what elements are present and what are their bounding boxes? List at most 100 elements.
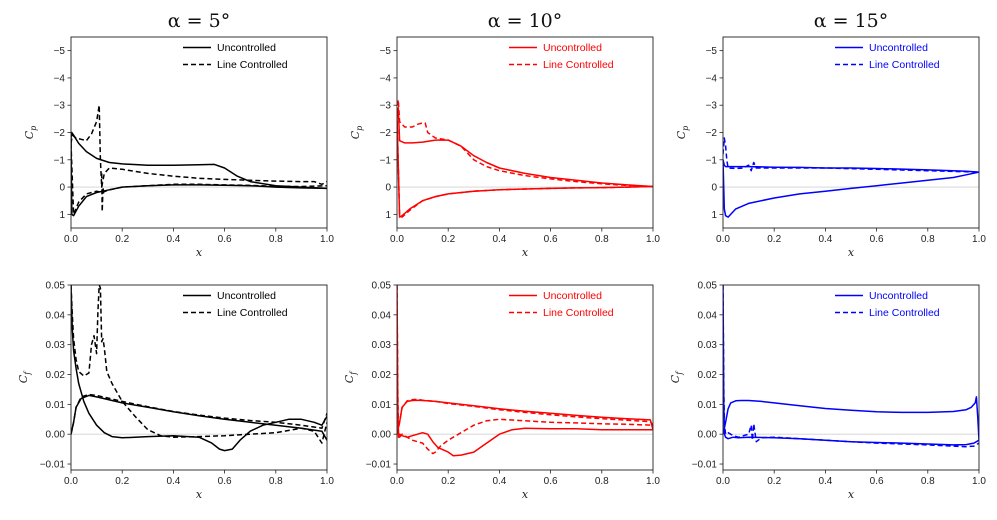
series-line-uncontrolled xyxy=(723,285,979,446)
x-tick-label: 0.2 xyxy=(441,234,455,245)
series-line-uncontrolled xyxy=(723,159,979,218)
axes-frame xyxy=(722,36,980,229)
series-line-line-controlled xyxy=(71,393,327,435)
y-tick-label: 0.03 xyxy=(372,340,392,351)
y-axis-label: Cp xyxy=(23,126,38,140)
y-axis-label: Cp xyxy=(675,126,690,140)
subplot-cf-alpha-15: 0.0 0.2 0.4 0.6 0.8 1.0 −0.01 0.00 0.01 0.02 0.03 0… xyxy=(669,281,986,502)
series-group xyxy=(397,285,653,457)
x-axis-label: x xyxy=(522,488,529,501)
x-tick-label: 0.4 xyxy=(818,476,832,487)
series-line-line-controlled xyxy=(397,99,653,188)
y-tick-label: −4 xyxy=(380,73,392,84)
y-tick-label: −3 xyxy=(54,101,66,112)
series-line-uncontrolled xyxy=(71,131,327,190)
series-group xyxy=(397,99,653,218)
series-line-line-controlled xyxy=(723,285,979,448)
y-tick-label: −1 xyxy=(380,155,392,166)
y-tick-label: −2 xyxy=(706,128,718,139)
x-tick-label: 0.2 xyxy=(115,476,129,487)
y-tick-label: 0.05 xyxy=(372,281,392,292)
x-tick-label: 1.0 xyxy=(972,476,986,487)
series-line-uncontrolled xyxy=(723,159,979,173)
legend: Uncontrolled Line Controlled xyxy=(509,290,614,319)
axes-frame xyxy=(396,284,654,471)
x-tick-label: 0.0 xyxy=(390,476,404,487)
x-tick-label: 0.6 xyxy=(870,476,884,487)
y-tick-label: 0.02 xyxy=(46,370,66,381)
subplot-cf-alpha-10: 0.0 0.2 0.4 0.6 0.8 1.0 −0.01 0.00 0.01 0.02 0.03 0… xyxy=(343,281,660,502)
series-line-uncontrolled xyxy=(71,394,327,441)
subplot-cf-alpha-5: 0.0 0.2 0.4 0.6 0.8 1.0 −0.01 0.00 0.01 0.02 0.03 0… xyxy=(17,281,334,502)
axes-frame xyxy=(70,36,328,229)
x-tick-label: 0.0 xyxy=(64,234,78,245)
y-tick-label: −0.01 xyxy=(366,460,392,471)
series-group xyxy=(71,104,327,217)
legend: Uncontrolled Line Controlled xyxy=(835,42,940,71)
x-tick-label: 0.2 xyxy=(115,234,129,245)
subplot-cp-alpha-5: 0.0 0.2 0.4 0.6 0.8 1.0 −5 −4 −3 −2 −1 0 1 x Cp Uncontr… xyxy=(23,36,334,259)
series-line-line-controlled xyxy=(397,285,653,455)
y-tick-label: −5 xyxy=(380,46,392,57)
y-tick-label: 0.00 xyxy=(698,430,718,441)
y-tick-label: 0 xyxy=(59,183,65,194)
y-tick-label: 0 xyxy=(711,183,717,194)
y-tick-label: −2 xyxy=(380,128,392,139)
y-axis-label: Cf xyxy=(17,370,32,383)
y-axis-label: Cf xyxy=(343,370,358,383)
legend-label-uncontrolled: Uncontrolled xyxy=(543,42,602,54)
series-line-line-controlled xyxy=(397,398,653,435)
legend-label-line-controlled: Line Controlled xyxy=(217,307,288,319)
series-line-uncontrolled xyxy=(71,285,327,452)
series-line-line-controlled xyxy=(723,137,979,173)
y-tick-label: −1 xyxy=(54,155,66,166)
y-tick-label: −5 xyxy=(54,46,66,57)
column-title-alpha-5: α = 5° xyxy=(168,10,230,32)
x-tick-label: 0.6 xyxy=(218,476,232,487)
y-tick-label: 0.00 xyxy=(372,430,392,441)
x-tick-label: 0.4 xyxy=(492,234,506,245)
legend-label-line-controlled: Line Controlled xyxy=(543,307,614,319)
y-tick-label: −3 xyxy=(380,101,392,112)
x-tick-label: 0.0 xyxy=(716,476,730,487)
y-tick-label: 1 xyxy=(711,210,717,221)
series-group xyxy=(723,137,979,218)
x-tick-label: 1.0 xyxy=(972,234,986,245)
x-axis-label: x xyxy=(848,246,855,259)
x-tick-label: 1.0 xyxy=(320,234,334,245)
legend-label-uncontrolled: Uncontrolled xyxy=(869,290,928,302)
x-tick-label: 0.6 xyxy=(544,234,558,245)
legend-label-line-controlled: Line Controlled xyxy=(217,59,288,71)
x-tick-label: 0.8 xyxy=(921,476,935,487)
x-tick-label: 0.4 xyxy=(818,234,832,245)
x-tick-label: 0.2 xyxy=(441,476,455,487)
series-line-line-controlled xyxy=(71,104,327,188)
series-line-line-controlled xyxy=(71,143,327,216)
legend: Uncontrolled Line Controlled xyxy=(509,42,614,71)
x-tick-label: 0.8 xyxy=(595,234,609,245)
legend: Uncontrolled Line Controlled xyxy=(183,290,288,319)
series-line-uncontrolled xyxy=(397,107,653,188)
y-tick-label: −0.01 xyxy=(40,460,66,471)
y-axis-label: Cf xyxy=(669,370,684,383)
y-tick-label: 0.04 xyxy=(372,310,392,321)
column-title-alpha-15: α = 15° xyxy=(814,10,889,32)
y-tick-label: 0 xyxy=(385,183,391,194)
y-tick-label: 0.05 xyxy=(698,281,718,292)
x-axis-label: x xyxy=(848,488,855,501)
series-line-uncontrolled xyxy=(397,285,653,457)
legend-label-line-controlled: Line Controlled xyxy=(543,59,614,71)
y-tick-label: 0.05 xyxy=(46,281,66,292)
x-tick-label: 0.4 xyxy=(166,234,180,245)
legend: Uncontrolled Line Controlled xyxy=(183,42,288,71)
x-axis-label: x xyxy=(196,488,203,501)
x-tick-label: 0.0 xyxy=(390,234,404,245)
x-tick-label: 0.6 xyxy=(870,234,884,245)
x-tick-label: 0.0 xyxy=(716,234,730,245)
x-tick-label: 0.2 xyxy=(767,234,781,245)
y-tick-label: 1 xyxy=(59,210,65,221)
y-tick-label: −2 xyxy=(54,128,66,139)
series-group xyxy=(723,285,979,448)
x-tick-label: 1.0 xyxy=(320,476,334,487)
